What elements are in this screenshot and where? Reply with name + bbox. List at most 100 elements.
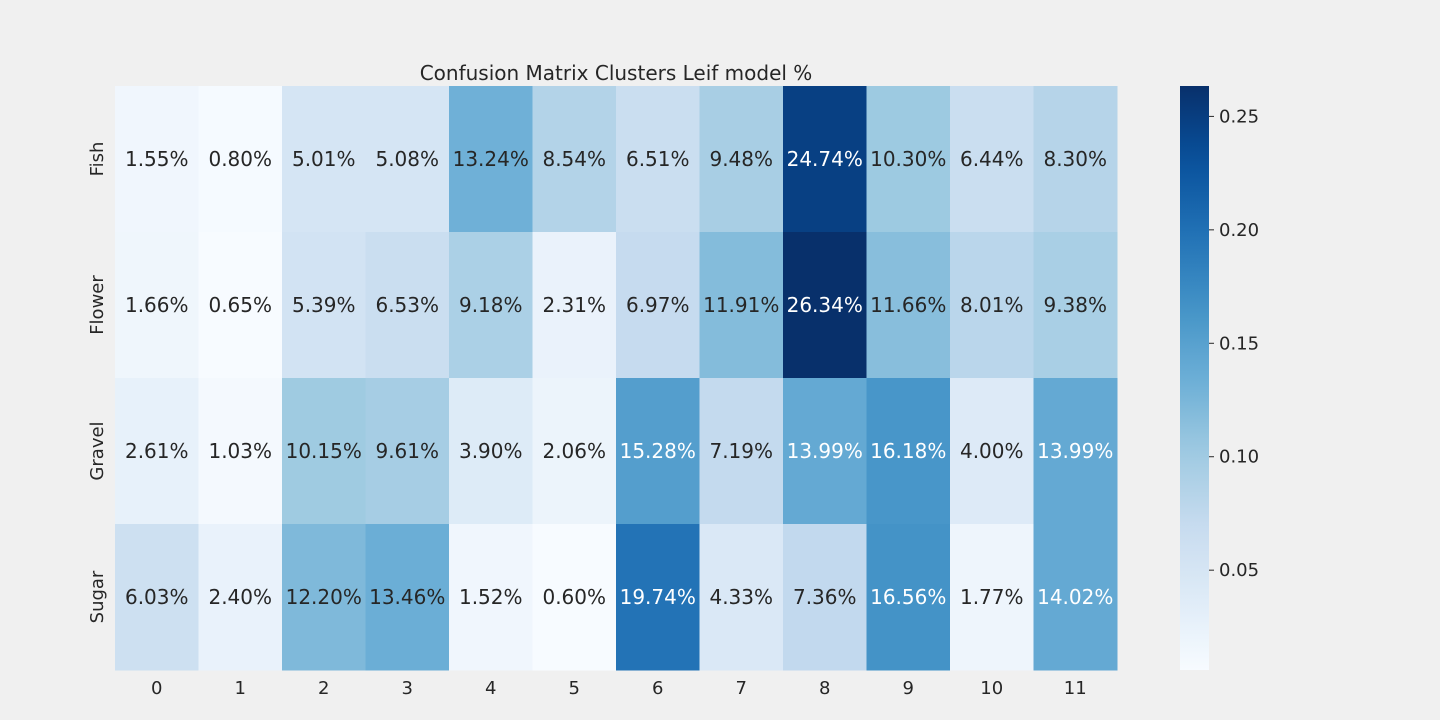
heatmap-cells: 1.55% 0.80% 5.01% 5.08% 13.24% 8.54% 6.51% 9.48… — [115, 86, 1118, 671]
y-tick-label-sugar: Sugar — [87, 570, 108, 623]
cell-label: 14.02% — [1037, 585, 1113, 609]
heatmap-cell-sugar-6 — [616, 524, 700, 671]
x-tick-label-9: 9 — [903, 678, 914, 699]
heatmap-cell-flower-1 — [198, 232, 283, 379]
cell-label: 1.03% — [208, 439, 272, 463]
x-tick-label-5: 5 — [569, 678, 580, 699]
cell-label: 10.15% — [286, 439, 362, 463]
cell-label: 0.80% — [208, 147, 272, 171]
x-tick-label-3: 3 — [402, 678, 413, 699]
heatmap-cell-gravel-7 — [699, 378, 784, 525]
cell-label: 16.56% — [870, 585, 946, 609]
cell-label: 13.46% — [369, 585, 445, 609]
heatmap-cell-sugar-7 — [699, 524, 784, 671]
cell-label: 6.51% — [626, 147, 690, 171]
cell-label: 2.06% — [542, 439, 606, 463]
heatmap-cell-fish-11 — [1033, 86, 1118, 233]
cell-label: 2.31% — [542, 293, 606, 317]
cell-label: 9.61% — [375, 439, 439, 463]
cell-label: 10.30% — [870, 147, 946, 171]
cell-label: 4.00% — [960, 439, 1024, 463]
cell-label: 0.65% — [208, 293, 272, 317]
cell-label: 26.34% — [787, 293, 863, 317]
cell-label: 15.28% — [620, 439, 696, 463]
cell-label: 7.36% — [793, 585, 857, 609]
heatmap-cell-flower-6 — [616, 232, 700, 379]
x-tick-label-11: 11 — [1064, 678, 1087, 699]
heatmap-cell-sugar-4 — [449, 524, 533, 671]
heatmap-cell-sugar-5 — [532, 524, 617, 671]
cell-label: 6.53% — [375, 293, 439, 317]
cell-label: 8.30% — [1043, 147, 1107, 171]
cell-label: 5.08% — [375, 147, 439, 171]
y-axis-ticks: Fish Flower Gravel Sugar — [87, 142, 108, 624]
heatmap-cell-gravel-5 — [532, 378, 617, 525]
cell-label: 13.24% — [453, 147, 529, 171]
heatmap-cell-flower-9 — [866, 232, 951, 379]
heatmap-cell-flower-8 — [783, 232, 867, 379]
cell-label: 5.39% — [292, 293, 356, 317]
heatmap-cell-gravel-4 — [449, 378, 533, 525]
x-tick-label-10: 10 — [980, 678, 1003, 699]
heatmap-cell-fish-1 — [198, 86, 283, 233]
cell-label: 0.60% — [542, 585, 606, 609]
heatmap-cell-fish-6 — [616, 86, 700, 233]
cell-label: 13.99% — [787, 439, 863, 463]
cell-label: 9.48% — [709, 147, 773, 171]
heatmap-cell-flower-7 — [699, 232, 784, 379]
heatmap-cell-sugar-1 — [198, 524, 283, 671]
heatmap-cell-sugar-2 — [282, 524, 366, 671]
heatmap-cell-flower-10 — [950, 232, 1034, 379]
cell-label: 6.03% — [125, 585, 189, 609]
cell-label: 9.18% — [459, 293, 523, 317]
colorbar-gradient — [1180, 86, 1209, 670]
heatmap-cell-fish-10 — [950, 86, 1034, 233]
x-tick-label-0: 0 — [151, 678, 162, 699]
heatmap-cell-sugar-3 — [365, 524, 450, 671]
colorbar-tick-label: 0.05 — [1219, 560, 1259, 581]
cell-label: 4.33% — [709, 585, 773, 609]
colorbar-tick-label: 0.25 — [1219, 106, 1259, 127]
x-tick-label-8: 8 — [819, 678, 830, 699]
heatmap-cell-flower-0 — [115, 232, 199, 379]
cell-label: 11.66% — [870, 293, 946, 317]
cell-label: 1.66% — [125, 293, 189, 317]
colorbar-tick-label: 0.20 — [1219, 220, 1259, 241]
cell-label: 6.97% — [626, 293, 690, 317]
cell-label: 12.20% — [286, 585, 362, 609]
heatmap-cell-gravel-9 — [866, 378, 951, 525]
heatmap-cell-flower-5 — [532, 232, 617, 379]
cell-label: 8.01% — [960, 293, 1024, 317]
heatmap-cell-gravel-6 — [616, 378, 700, 525]
heatmap-cell-flower-2 — [282, 232, 366, 379]
y-tick-label-fish: Fish — [87, 142, 108, 177]
cell-label: 11.91% — [703, 293, 779, 317]
x-tick-label-7: 7 — [736, 678, 747, 699]
x-tick-label-1: 1 — [235, 678, 246, 699]
heatmap-cell-sugar-0 — [115, 524, 199, 671]
y-tick-label-flower: Flower — [87, 275, 108, 335]
cell-label: 3.90% — [459, 439, 523, 463]
cell-label: 19.74% — [620, 585, 696, 609]
heatmap-cell-gravel-11 — [1033, 378, 1118, 525]
colorbar-tick-label: 0.10 — [1219, 447, 1259, 468]
colorbar: 0.05 0.10 0.15 0.20 0.25 — [1180, 86, 1259, 670]
heatmap-cell-flower-11 — [1033, 232, 1118, 379]
cell-label: 1.77% — [960, 585, 1024, 609]
cell-label: 7.19% — [709, 439, 773, 463]
heatmap-cell-sugar-8 — [783, 524, 867, 671]
heatmap-cell-fish-8 — [783, 86, 867, 233]
heatmap-cell-gravel-3 — [365, 378, 450, 525]
heatmap-cell-fish-5 — [532, 86, 617, 233]
cell-label: 13.99% — [1037, 439, 1113, 463]
heatmap-cell-sugar-10 — [950, 524, 1034, 671]
heatmap-cell-flower-4 — [449, 232, 533, 379]
cell-label: 8.54% — [542, 147, 606, 171]
x-axis-ticks: 0 1 2 3 4 5 6 7 8 9 10 11 — [151, 678, 1087, 699]
cell-label: 16.18% — [870, 439, 946, 463]
colorbar-tick-label: 0.15 — [1219, 333, 1259, 354]
heatmap-cell-sugar-11 — [1033, 524, 1118, 671]
cell-label: 2.61% — [125, 439, 189, 463]
x-tick-label-6: 6 — [652, 678, 663, 699]
heatmap-cell-gravel-8 — [783, 378, 867, 525]
